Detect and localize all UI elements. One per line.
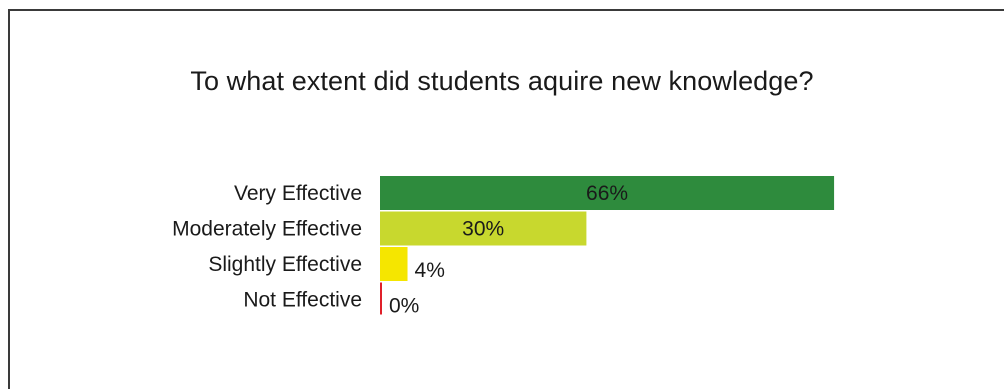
value-label-3: 4% bbox=[415, 259, 445, 282]
chart-frame bbox=[8, 9, 1004, 389]
category-label-1: Very Effective bbox=[234, 182, 362, 205]
category-label-3: Slightly Effective bbox=[208, 253, 362, 276]
bar-chart: Very Effective 66% Moderately Effective 30%… bbox=[172, 176, 835, 318]
category-label-4: Not Effective bbox=[243, 289, 362, 312]
bar-2 bbox=[380, 211, 587, 246]
value-label-2: 30% bbox=[462, 218, 504, 241]
bar-4 bbox=[380, 282, 382, 315]
value-label-4: 0% bbox=[389, 295, 419, 318]
bar-3 bbox=[380, 247, 408, 281]
bar-1 bbox=[380, 176, 835, 210]
chart-title: To what extent did students aquire new k… bbox=[190, 66, 814, 96]
value-label-1: 66% bbox=[586, 182, 628, 205]
category-label-2: Moderately Effective bbox=[172, 218, 362, 241]
